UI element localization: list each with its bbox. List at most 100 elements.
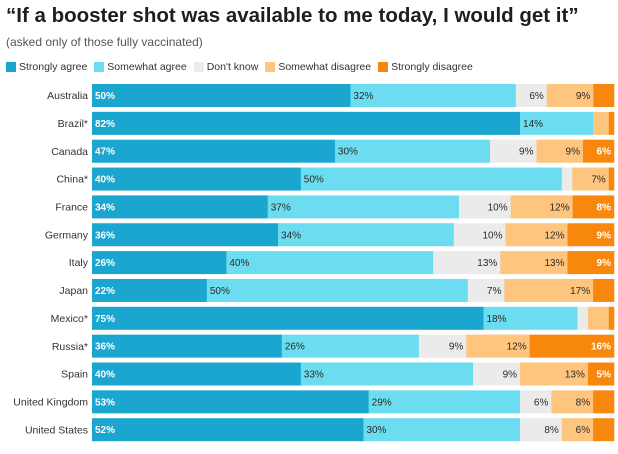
bar-segment <box>433 251 501 275</box>
bar-segment <box>608 111 615 135</box>
bar-segment <box>92 362 302 386</box>
bar-segment <box>92 111 521 135</box>
data-label: 18% <box>487 314 507 325</box>
bar-segment <box>608 306 615 330</box>
category-label: Japan <box>59 285 88 297</box>
bar-segment <box>458 195 511 219</box>
category-label: United Kingdom <box>13 396 88 408</box>
bar-segment <box>278 223 455 247</box>
bar-segment <box>536 139 584 163</box>
category-label: Italy <box>69 257 89 269</box>
bar-segment <box>453 223 506 247</box>
bar-segment <box>300 167 563 191</box>
legend-item: Somewhat agree <box>94 61 187 73</box>
data-label: 40% <box>229 258 249 269</box>
data-label: 53% <box>95 397 115 408</box>
data-label: 50% <box>210 286 230 297</box>
data-label: 75% <box>95 314 115 325</box>
data-label: 9% <box>449 342 464 353</box>
bar-segment <box>350 84 517 107</box>
bar-segment <box>567 251 615 275</box>
legend-label: Strongly disagree <box>391 61 473 73</box>
bar-segment <box>567 223 615 247</box>
legend-item: Strongly disagree <box>378 61 473 73</box>
bar-segment <box>515 84 548 107</box>
bar-segment <box>546 84 594 107</box>
bar-segment <box>368 390 521 414</box>
bar-segment <box>92 390 369 414</box>
bar-segment <box>92 306 484 330</box>
data-label: 9% <box>503 370 518 381</box>
bar-segment <box>267 195 460 219</box>
chart-title: “If a booster shot was available to me t… <box>6 4 579 27</box>
bar-segment <box>226 251 434 275</box>
bar-segment <box>466 334 530 358</box>
data-label: 47% <box>95 147 115 158</box>
data-label: 40% <box>95 370 115 381</box>
bar-segment <box>92 251 227 275</box>
data-label: 14% <box>523 119 543 130</box>
bar-segment <box>473 362 521 386</box>
bar-segment <box>281 334 420 358</box>
bar-segment <box>593 418 615 442</box>
data-label: 26% <box>285 342 305 353</box>
bar-segment <box>577 306 589 330</box>
data-label: 52% <box>95 425 115 436</box>
bar-segment <box>593 84 615 107</box>
data-label: 17% <box>570 286 590 297</box>
data-label: 37% <box>271 202 291 213</box>
data-label: 9% <box>597 230 612 241</box>
data-label: 12% <box>550 202 570 213</box>
data-label: 9% <box>566 147 581 158</box>
category-label: Australia <box>47 90 88 102</box>
bar-segment <box>520 362 589 386</box>
bar-segment <box>92 418 364 442</box>
legend: Strongly agree Somewhat agree Don't know So… <box>6 59 480 75</box>
bar-segment <box>561 418 594 442</box>
category-label: Mexico* <box>51 313 88 325</box>
bar-segment <box>520 418 563 442</box>
data-label: 12% <box>507 342 527 353</box>
bar-segment <box>608 167 615 191</box>
bar-segment <box>489 139 537 163</box>
legend-swatch <box>378 62 389 72</box>
bar-segment <box>572 195 615 219</box>
data-label: 10% <box>488 202 508 213</box>
bar-segment <box>520 390 552 414</box>
data-label: 10% <box>482 230 502 241</box>
bar-segment <box>467 278 505 302</box>
data-label: 9% <box>597 258 612 269</box>
bar-segment <box>593 111 610 135</box>
bar-segment <box>587 362 615 386</box>
data-label: 40% <box>95 175 115 186</box>
data-label: 26% <box>95 258 115 269</box>
data-label: 82% <box>95 119 115 130</box>
legend-label: Don't know <box>206 61 259 73</box>
bar-segment <box>206 278 469 302</box>
category-label: Spain <box>61 369 88 381</box>
bar-segment <box>510 195 573 219</box>
bar-segment <box>593 390 615 414</box>
data-label: 30% <box>338 147 358 158</box>
bar-segment <box>500 251 568 275</box>
data-label: 7% <box>591 175 606 186</box>
data-label: 9% <box>519 147 534 158</box>
data-label: 9% <box>576 91 591 102</box>
data-label: 6% <box>534 397 549 408</box>
legend-label: Somewhat agree <box>107 61 187 73</box>
bar-segment <box>572 167 610 191</box>
category-label: Canada <box>51 146 88 158</box>
bar-segment <box>587 306 610 330</box>
bar-segment <box>92 223 279 247</box>
bar-segment <box>334 139 491 163</box>
category-label: Germany <box>45 229 89 241</box>
bar-segment <box>92 195 269 219</box>
data-label: 13% <box>565 370 585 381</box>
data-label: 22% <box>95 286 115 297</box>
data-label: 34% <box>95 202 115 213</box>
legend-item: Somewhat disagree <box>265 61 371 73</box>
bar-segment <box>92 139 336 163</box>
legend-label: Strongly agree <box>19 61 88 73</box>
data-label: 34% <box>281 230 301 241</box>
bar-segment <box>483 306 578 330</box>
